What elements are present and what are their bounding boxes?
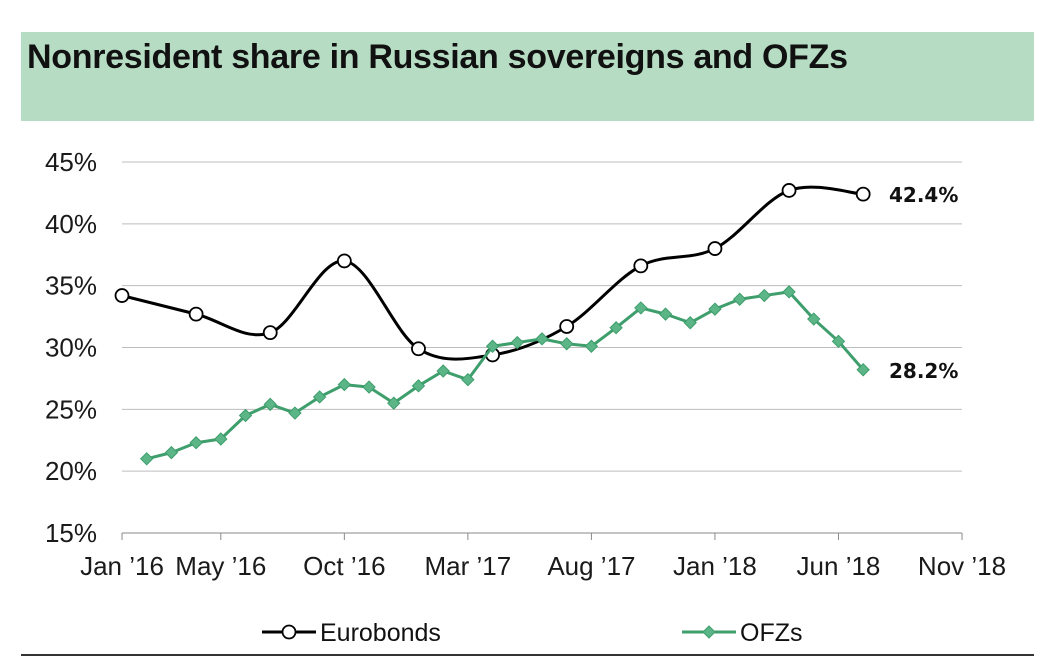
y-tick-label: 35% (45, 271, 97, 301)
ofzs-point (436, 364, 450, 378)
ofzs-point (238, 408, 253, 423)
x-tick-label: Mar ’17 (425, 551, 512, 581)
ofzs-point (609, 321, 623, 335)
legend-marker (281, 624, 297, 640)
y-tick-label: 15% (45, 518, 97, 548)
ofzs-point (263, 397, 277, 412)
ofzs-point (214, 432, 228, 446)
eurobonds-line (121, 185, 864, 361)
ofzs-point (856, 363, 870, 377)
ofzs-point (683, 316, 697, 330)
x-tick-label: Aug ’17 (547, 551, 635, 581)
x-tick-label: Oct ’16 (303, 551, 385, 581)
x-tick-label: Jan ’16 (80, 551, 164, 581)
ofzs-point (708, 302, 722, 316)
eurobonds-point (336, 253, 352, 269)
series-ofzs (139, 285, 870, 466)
eurobonds-point (114, 288, 130, 303)
ofzs-point (139, 452, 154, 466)
chart-title: Nonresident share in Russian sovereigns … (27, 38, 848, 76)
ofzs-point (288, 406, 302, 420)
x-tick-label: May ’16 (175, 551, 266, 581)
y-tick-label: 20% (45, 456, 97, 486)
ofzs-point (634, 301, 648, 315)
ofzs-point (387, 396, 401, 410)
ofzs-point (312, 390, 327, 404)
legend-item-eurobonds: Eurobonds (262, 619, 441, 647)
ofzs-point (807, 312, 821, 326)
ofzs-point (535, 332, 549, 346)
eurobonds-point (855, 186, 871, 202)
legend: Eurobonds OFZs (262, 619, 803, 647)
eurobonds-point (411, 341, 426, 357)
ofzs-line (146, 290, 865, 461)
ofzs-point (782, 285, 796, 299)
eurobonds-point (781, 183, 797, 198)
eurobonds-point (188, 306, 204, 322)
ofzs-point (757, 288, 772, 303)
ofzs-point (732, 292, 747, 306)
ofzs-point (337, 377, 352, 392)
bottom-divider (21, 654, 1034, 656)
series-eurobonds (114, 183, 871, 363)
ofzs-point (461, 372, 475, 387)
y-tick-label: 25% (45, 394, 97, 424)
x-tick-label: Jun ’18 (797, 551, 881, 581)
eurobonds-end-label: 42.4% (889, 183, 958, 207)
legend-item-ofzs: OFZs (682, 619, 803, 647)
end-labels: 42.4% 28.2% (889, 183, 958, 383)
ofzs-point (362, 380, 376, 394)
legend-label: Eurobonds (320, 619, 441, 647)
eurobonds-point (559, 319, 575, 334)
ofzs-point (164, 445, 179, 460)
ofzs-point (658, 307, 673, 321)
legend-label: OFZs (740, 619, 803, 647)
ofzs-point (584, 339, 599, 353)
y-axis-tick-labels: 15% 20% 25% 30% 35% 40% 45% (45, 147, 97, 548)
eurobonds-point (633, 258, 649, 274)
ofzs-point (189, 436, 203, 450)
y-tick-label: 30% (45, 333, 97, 363)
legend-marker (702, 625, 716, 639)
eurobonds-point (262, 325, 278, 341)
title-band: Nonresident share in Russian sovereigns … (21, 32, 1034, 121)
ofzs-end-label: 28.2% (889, 359, 958, 383)
y-tick-label: 45% (45, 147, 97, 177)
ofzs-point (559, 337, 574, 351)
eurobonds-point (707, 241, 723, 256)
ofzs-point (831, 334, 846, 349)
ofzs-point (485, 339, 500, 353)
x-axis: Jan ’16 May ’16 Oct ’16 Mar ’17 Aug ’17 Jan ’… (80, 533, 1006, 581)
gridlines (122, 161, 962, 534)
series-layer (114, 183, 871, 466)
x-tick-label: Jan ’18 (673, 551, 757, 581)
y-tick-label: 40% (45, 209, 97, 239)
x-tick-label: Nov ’18 (918, 551, 1006, 581)
ofzs-point (510, 335, 525, 350)
ofzs-point (411, 379, 426, 393)
